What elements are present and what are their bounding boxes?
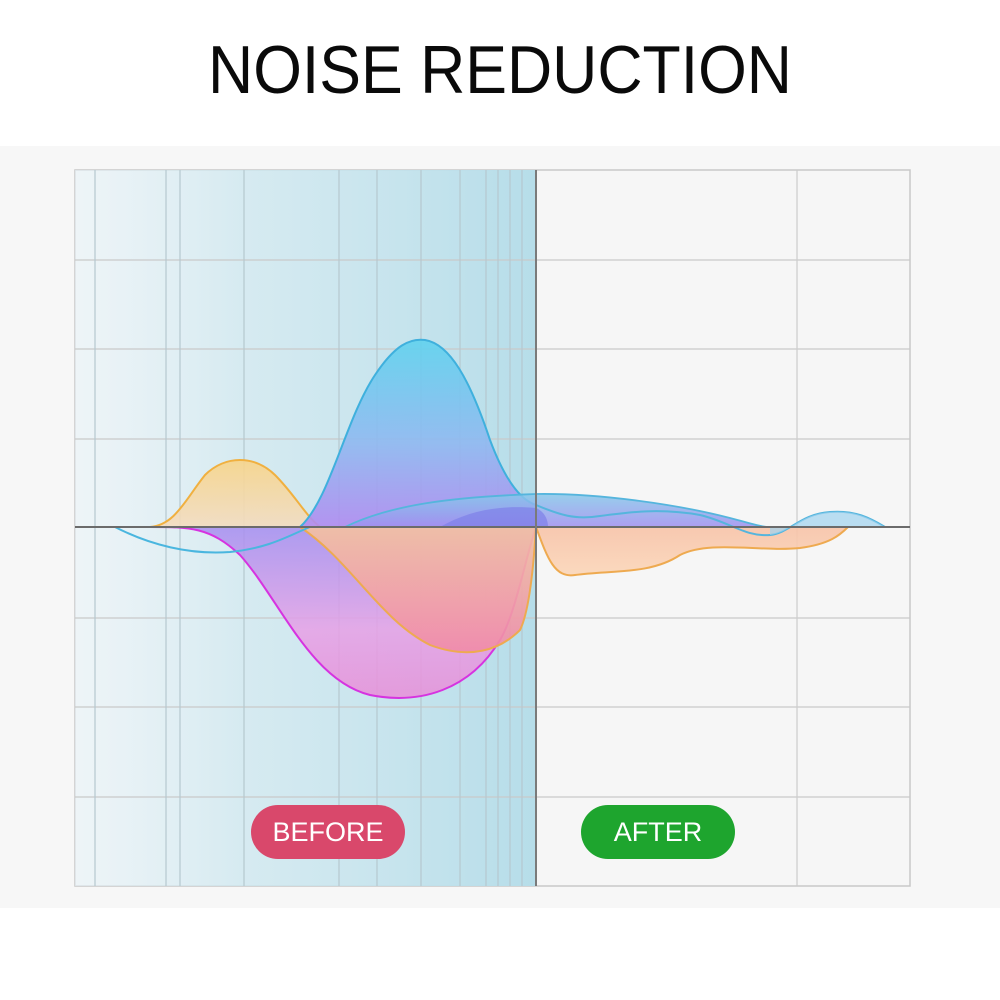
horizontal-grid-lines	[75, 259, 910, 798]
blue-wave-peak	[300, 339, 536, 527]
orange-wave-positive	[150, 460, 320, 527]
before-waves	[114, 338, 771, 699]
after-orange-wave	[536, 527, 848, 576]
blue-wave-dip	[114, 526, 311, 554]
blue-wave-band	[345, 493, 770, 527]
after-waves	[440, 504, 886, 577]
orange-wave-negative	[300, 527, 536, 653]
page-title: NOISE REDUCTION	[208, 32, 792, 108]
before-label: BEFORE	[272, 816, 384, 847]
after-label: AFTER	[613, 816, 703, 847]
before-badge: BEFORE	[251, 805, 405, 859]
after-badge: AFTER	[581, 805, 735, 859]
